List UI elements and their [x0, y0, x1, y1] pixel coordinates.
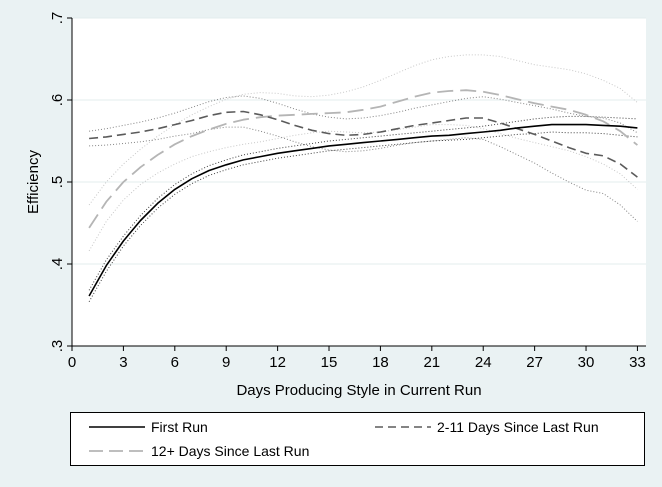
x-tick-label: 24: [475, 354, 492, 371]
legend-swatch-2-11-days: [375, 426, 431, 428]
grid-lines: [72, 17, 646, 265]
x-tick-label: 12: [269, 354, 286, 371]
series-line-0: [88, 123, 638, 297]
legend-label-first-run: First Run: [151, 419, 208, 435]
ci-line-ci-upper-0: [88, 115, 638, 291]
y-axis-ticks: .3 .4 .5 .6 .7: [49, 12, 72, 353]
x-tick-label: 27: [526, 354, 543, 371]
y-tick-label: .4: [49, 258, 66, 271]
x-tick-label: 15: [321, 354, 338, 371]
y-tick-label: .6: [49, 94, 66, 107]
x-tick-label: 30: [578, 354, 595, 371]
x-axis-label: Days Producing Style in Current Run: [236, 382, 481, 399]
x-tick-label: 18: [372, 354, 389, 371]
legend-swatch-first-run: [89, 426, 145, 428]
x-axis-ticks: 0 3 6 9 12 15 18 21 24 27 30 33: [68, 346, 646, 371]
x-tick-label: 9: [222, 354, 230, 371]
legend-swatch-12-plus-days: [89, 450, 145, 452]
x-tick-label: 33: [629, 354, 646, 371]
ci-line-ci-upper-1: [89, 95, 638, 134]
y-tick-label: .3: [49, 340, 66, 353]
x-tick-label: 21: [423, 354, 440, 371]
y-tick-label: .7: [49, 12, 66, 25]
x-tick-label: 0: [68, 354, 76, 371]
ci-line-ci-upper-2: [88, 54, 638, 206]
y-tick-label: .5: [49, 176, 66, 189]
confidence-bands: [88, 54, 638, 302]
legend-label-12-plus-days: 12+ Days Since Last Run: [151, 443, 310, 459]
x-tick-label: 6: [171, 354, 179, 371]
series-line-2: [88, 89, 638, 229]
legend: First Run 2-11 Days Since Last Run 12+ D…: [70, 412, 645, 466]
series-line-1: [89, 110, 638, 178]
series-lines: [88, 89, 638, 297]
legend-label-2-11-days: 2-11 Days Since Last Run: [437, 419, 599, 435]
y-axis-label: Efficiency: [25, 150, 42, 214]
x-tick-label: 3: [119, 354, 127, 371]
